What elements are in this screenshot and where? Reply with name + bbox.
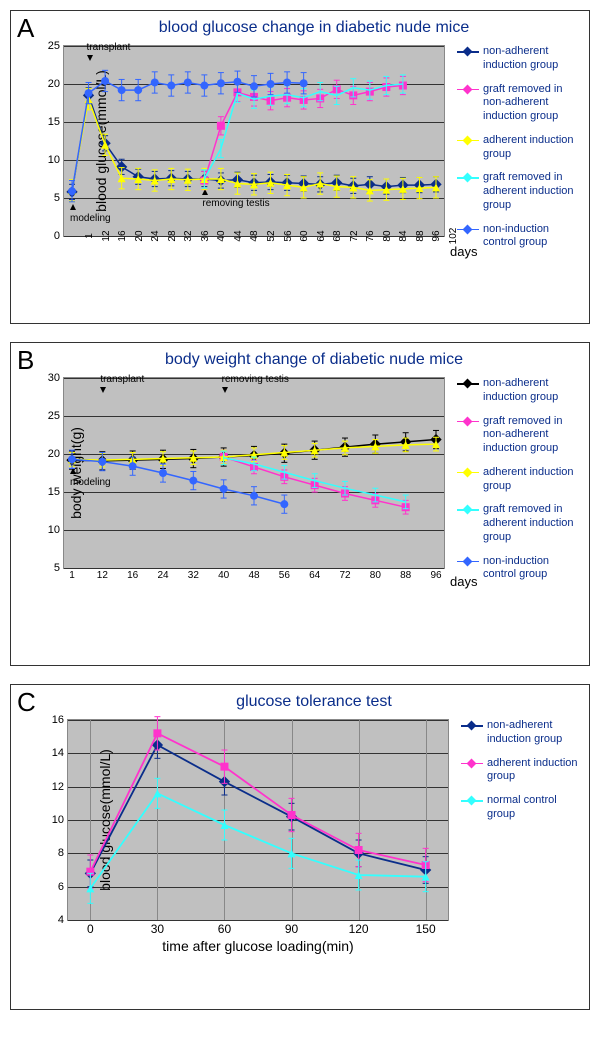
legend-item: graft removed in adherent induction grou…: [457, 171, 579, 212]
chart-wrap: 468101214160306090120150blood glucose(mm…: [17, 715, 583, 973]
panel-letter: B: [17, 345, 34, 376]
legend-item: non-adherent induction group: [457, 377, 579, 405]
legend-label: normal control group: [487, 794, 579, 822]
chart-wrap: 510152025301121624324048566472808896body…: [17, 373, 583, 619]
chart-title: blood glucose change in diabetic nude mi…: [45, 19, 583, 37]
legend-label: non-adherent induction group: [483, 45, 579, 73]
legend-label: adherent induction group: [483, 466, 579, 494]
legend-item: adherent induction group: [461, 757, 579, 785]
legend-c: non-adherent induction group adherent ind…: [453, 715, 583, 973]
legend-item: adherent induction group: [457, 134, 579, 162]
chart-area-c: 468101214160306090120150blood glucose(mm…: [17, 715, 453, 973]
legend-label: adherent induction group: [487, 757, 579, 785]
panel-letter: C: [17, 687, 36, 718]
chart-area-b: 510152025301121624324048566472808896body…: [17, 373, 449, 619]
legend-item: graft removed in non-adherent induction …: [457, 415, 579, 456]
chart-title: glucose tolerance test: [45, 693, 583, 711]
legend-label: non-induction control group: [483, 223, 579, 251]
chart-wrap: 0510152025112162024283236404448525660646…: [17, 41, 583, 277]
chart-title: body weight change of diabetic nude mice: [45, 351, 583, 369]
legend-a: non-adherent induction group graft remove…: [449, 41, 583, 277]
legend-label: graft removed in non-adherent induction …: [483, 415, 579, 456]
legend-item: adherent induction group: [457, 466, 579, 494]
plot-a: 0510152025112162024283236404448525660646…: [63, 45, 445, 237]
legend-label: non-induction control group: [483, 555, 579, 583]
legend-item: graft removed in adherent induction grou…: [457, 503, 579, 544]
panel-a: A blood glucose change in diabetic nude …: [10, 10, 590, 324]
legend-label: graft removed in adherent induction grou…: [483, 503, 579, 544]
panel-b: B body weight change of diabetic nude mi…: [10, 342, 590, 666]
legend-label: adherent induction group: [483, 134, 579, 162]
legend-item: non-adherent induction group: [461, 719, 579, 747]
panel-letter: A: [17, 13, 34, 44]
legend-item: non-adherent induction group: [457, 45, 579, 73]
plot-b: 510152025301121624324048566472808896body…: [63, 377, 445, 569]
legend-label: non-adherent induction group: [483, 377, 579, 405]
legend-item: normal control group: [461, 794, 579, 822]
legend-label: graft removed in adherent induction grou…: [483, 171, 579, 212]
chart-area-a: 0510152025112162024283236404448525660646…: [17, 41, 449, 277]
panel-c: C glucose tolerance test 468101214160306…: [10, 684, 590, 1010]
legend-label: non-adherent induction group: [487, 719, 579, 747]
legend-item: graft removed in non-adherent induction …: [457, 83, 579, 124]
plot-c: 468101214160306090120150blood glucose(mm…: [67, 719, 449, 921]
legend-label: graft removed in non-adherent induction …: [483, 83, 579, 124]
